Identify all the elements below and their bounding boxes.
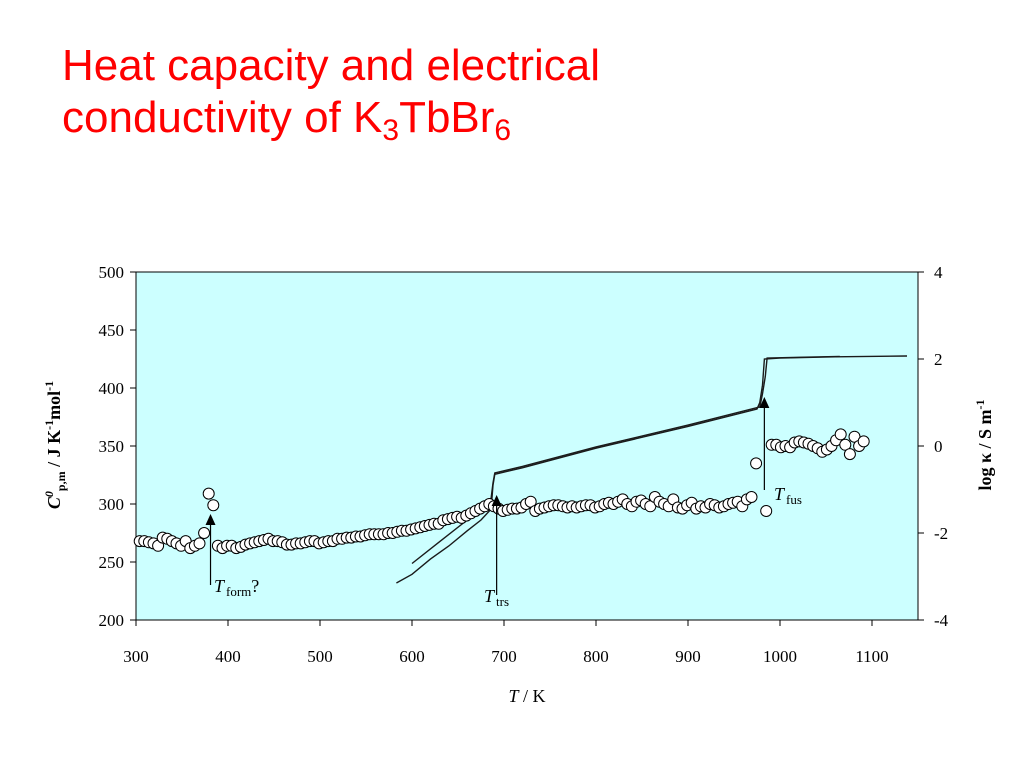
title-line-2: conductivity of K [62, 93, 383, 142]
x-tick-label: 400 [215, 647, 241, 666]
title-subscript-3: 3 [382, 114, 400, 147]
data-point [198, 527, 211, 539]
arrow-up-icon [205, 514, 216, 525]
conductivity-line-1 [396, 355, 908, 584]
x-tick-label: 900 [675, 647, 701, 666]
y-left-label-sup1: -1 [42, 420, 56, 430]
y-right-tick-label: 4 [934, 263, 943, 282]
y-right-tick-label: 2 [934, 350, 943, 369]
left-axis: 200 250 300 350 400 450 500 [99, 263, 136, 630]
heat-capacity-series [133, 428, 870, 555]
data-point [843, 448, 856, 461]
x-tick-label: 800 [583, 647, 609, 666]
data-point [207, 499, 220, 512]
x-axis-label-symbol: T [508, 686, 520, 706]
y-right-label-text: log κ / S m [975, 409, 995, 490]
data-point [202, 487, 215, 500]
x-tick-label: 1000 [763, 647, 797, 666]
slide-title: Heat capacity and electrical conductivit… [62, 40, 962, 147]
x-axis-label-unit: / K [519, 686, 546, 706]
x-tick-label: 1100 [855, 647, 888, 666]
data-point [857, 435, 870, 448]
y-right-axis-label: log κ / S m-1 [973, 400, 995, 491]
x-tick-label: 500 [307, 647, 333, 666]
y-left-label-sup0: 0 [42, 491, 56, 497]
y-left-tick-label: 200 [99, 611, 125, 630]
y-left-label-mid: / J K [44, 430, 64, 472]
y-left-tick-label: 300 [99, 495, 125, 514]
arrow-up-icon [759, 397, 770, 408]
x-axis-label: T / K [508, 686, 545, 706]
y-right-tick-label: 0 [934, 437, 943, 456]
x-axis: 300 400 500 600 700 800 900 1000 1100 [123, 620, 889, 666]
y-left-tick-label: 400 [99, 379, 125, 398]
arrow-up-icon [491, 495, 502, 506]
y-left-tick-label: 450 [99, 321, 125, 340]
title-subscript-6: 6 [494, 114, 512, 147]
y-right-tick-label: -4 [934, 611, 949, 630]
title-formula: TbBr [399, 93, 495, 142]
y-left-tick-label: 500 [99, 263, 125, 282]
title-line-1: Heat capacity and electrical [62, 41, 601, 90]
x-tick-label: 700 [491, 647, 517, 666]
y-right-label-sup: -1 [973, 400, 987, 410]
y-left-tick-label: 250 [99, 553, 125, 572]
y-right-tick-label: -2 [934, 524, 948, 543]
data-point [760, 505, 773, 517]
y-left-label-sub: p,m [54, 471, 68, 491]
y-left-tick-label: 350 [99, 437, 125, 456]
x-tick-label: 600 [399, 647, 425, 666]
x-tick-label: 300 [123, 647, 149, 666]
right-axis: -4 -2 0 2 4 [918, 263, 949, 630]
data-point [834, 428, 847, 441]
y-left-label-mol: mol [44, 391, 64, 420]
data-point [193, 537, 206, 550]
y-left-label-symbol: C [44, 496, 64, 509]
y-left-label-sup2: -1 [42, 381, 56, 391]
data-point [750, 457, 763, 470]
data-point [745, 491, 758, 503]
y-left-axis-label: C0p,m / J K-1mol-1 [42, 381, 68, 509]
